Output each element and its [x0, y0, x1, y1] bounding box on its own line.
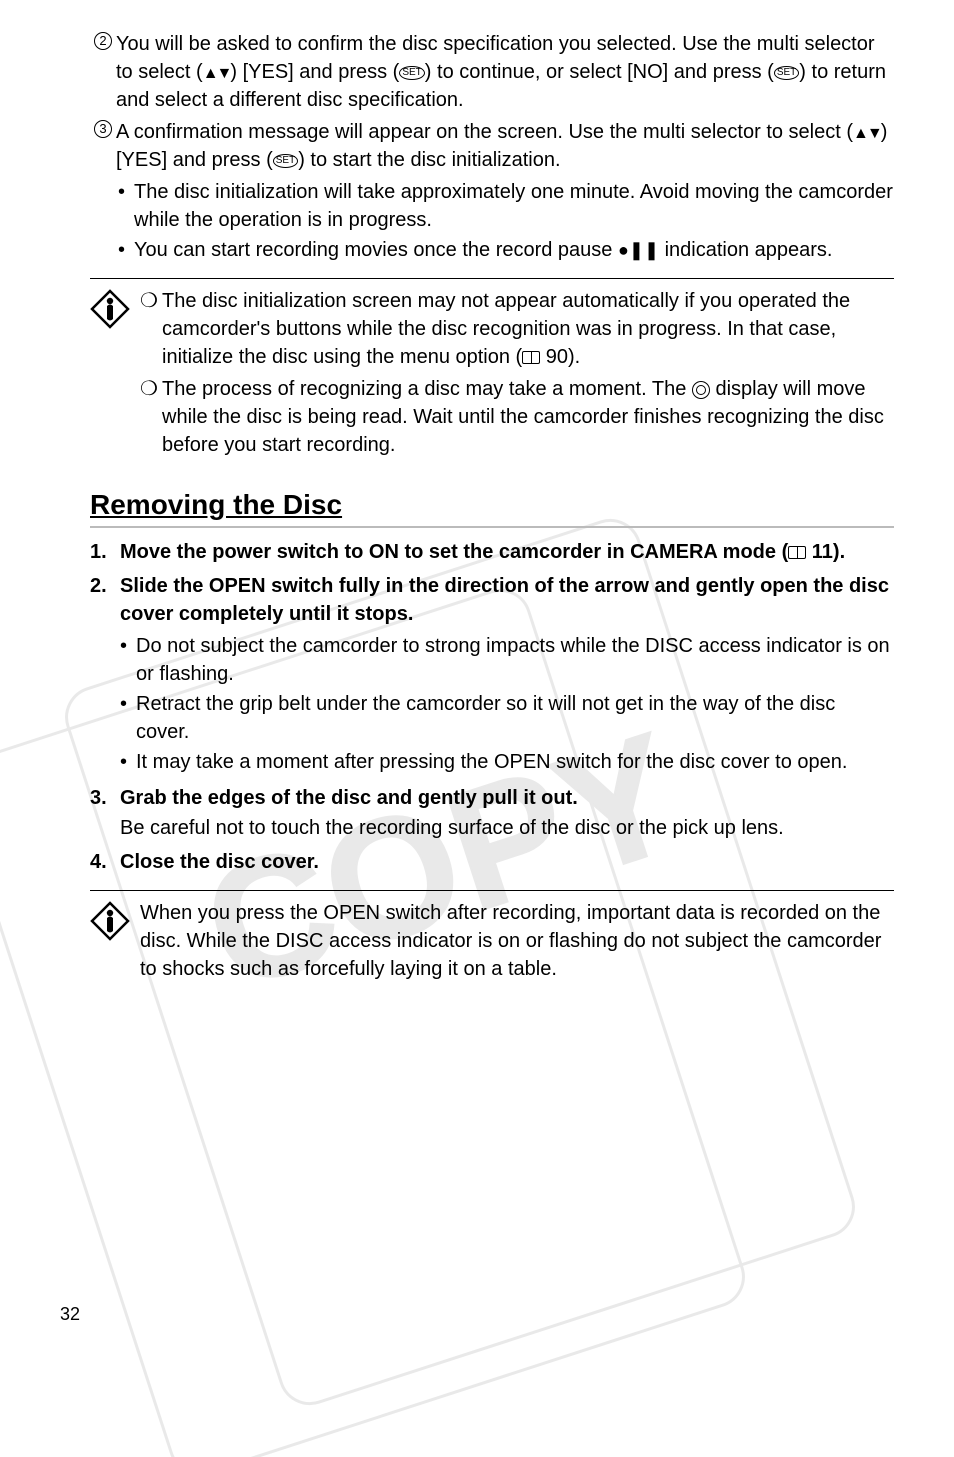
step2-bullet: Retract the grip belt under the camcorde…	[136, 690, 894, 746]
step3-subtext: Be careful not to touch the recording su…	[120, 814, 894, 842]
caution-icon	[90, 289, 130, 329]
step-2: 2. Slide the OPEN switch fully in the di…	[90, 572, 894, 778]
item3-text: A confirmation message will appear on th…	[116, 118, 894, 174]
step4-text: Close the disc cover.	[120, 848, 894, 876]
divider	[90, 278, 894, 279]
numbered-item-3: 3 A confirmation message will appear on …	[90, 118, 894, 174]
circle-bullet-icon: ❍	[140, 287, 162, 371]
divider	[90, 890, 894, 891]
step-3: 3. Grab the edges of the disc and gently…	[90, 784, 894, 842]
item3-bullets: •The disc initialization will take appro…	[90, 178, 894, 264]
circled-2-icon: 2	[94, 32, 112, 50]
page-ref-icon	[788, 546, 806, 559]
set-icon: SET	[273, 154, 298, 168]
note1a-text: The disc initialization screen may not a…	[162, 287, 894, 371]
note2-text: When you press the OPEN switch after rec…	[140, 899, 894, 983]
step-4: 4. Close the disc cover.	[90, 848, 894, 876]
page-ref-icon	[522, 351, 540, 364]
step1-text: Move the power switch to ON to set the c…	[120, 538, 894, 566]
step3-text: Grab the edges of the disc and gently pu…	[120, 787, 578, 809]
section-heading: Removing the Disc	[90, 485, 894, 528]
numbered-item-2: 2 You will be asked to confirm the disc …	[90, 30, 894, 114]
bullet-text: You can start recording movies once the …	[134, 236, 894, 264]
note1b-text: The process of recognizing a disc may ta…	[162, 375, 894, 459]
bullet-text: The disc initialization will take approx…	[134, 178, 894, 234]
disc-icon	[692, 381, 710, 399]
item2-text: You will be asked to confirm the disc sp…	[116, 30, 894, 114]
set-icon: SET	[399, 66, 424, 80]
circle-bullet-icon: ❍	[140, 375, 162, 459]
step-1: 1. Move the power switch to ON to set th…	[90, 538, 894, 566]
step2-text: Slide the OPEN switch fully in the direc…	[120, 575, 889, 625]
step2-bullet: It may take a moment after pressing the …	[136, 748, 894, 776]
caution-note-1: ❍The disc initialization screen may not …	[90, 287, 894, 463]
caution-note-2: When you press the OPEN switch after rec…	[90, 899, 894, 983]
page-number: 32	[60, 1302, 80, 1327]
circled-3-icon: 3	[94, 120, 112, 138]
caution-icon	[90, 901, 130, 941]
step2-bullet: Do not subject the camcorder to strong i…	[136, 632, 894, 688]
set-icon: SET	[774, 66, 799, 80]
